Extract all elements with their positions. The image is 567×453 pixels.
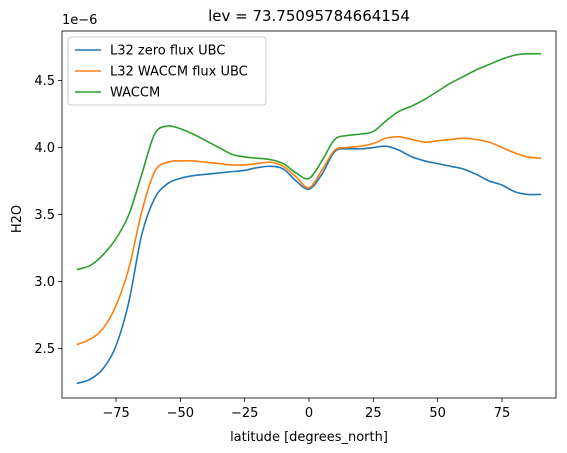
series-line-2 (76, 52, 542, 271)
series-line-1 (76, 135, 542, 346)
x-tick-label: 75 (494, 406, 511, 421)
y-axis-offset-text: 1e−6 (62, 13, 97, 28)
y-tick-label: 4.0 (34, 141, 55, 156)
x-tick-label: −25 (231, 406, 258, 421)
legend-label-2: WACCM (110, 86, 160, 101)
y-tick-label: 3.0 (34, 275, 55, 290)
legend-label-1: L32 WACCM flux UBC (110, 65, 248, 80)
y-tick-label: 3.5 (34, 208, 55, 223)
x-tick-label: 25 (365, 406, 382, 421)
x-axis-title: latitude [degrees_north] (230, 430, 388, 445)
x-tick-label: 0 (305, 406, 313, 421)
legend: L32 zero flux UBC L32 WACCM flux UBC WACCM (67, 36, 267, 106)
x-tick-label: −75 (102, 406, 129, 421)
chart-title: lev = 73.75095784664154 (208, 7, 410, 25)
x-tick-label: 50 (429, 406, 446, 421)
y-axis-title: H2O (10, 205, 25, 233)
y-tick-label: 4.5 (34, 74, 55, 89)
x-axis: −75 −50 −25 0 25 50 75 (102, 398, 510, 421)
x-tick-label: −50 (167, 406, 194, 421)
series-layer (76, 52, 542, 385)
series-line-0 (76, 145, 542, 385)
y-tick-label: 2.5 (34, 342, 55, 357)
y-axis: 2.5 3.0 3.5 4.0 4.5 (34, 74, 62, 357)
legend-label-0: L32 zero flux UBC (110, 44, 225, 59)
legend-box (67, 36, 267, 106)
